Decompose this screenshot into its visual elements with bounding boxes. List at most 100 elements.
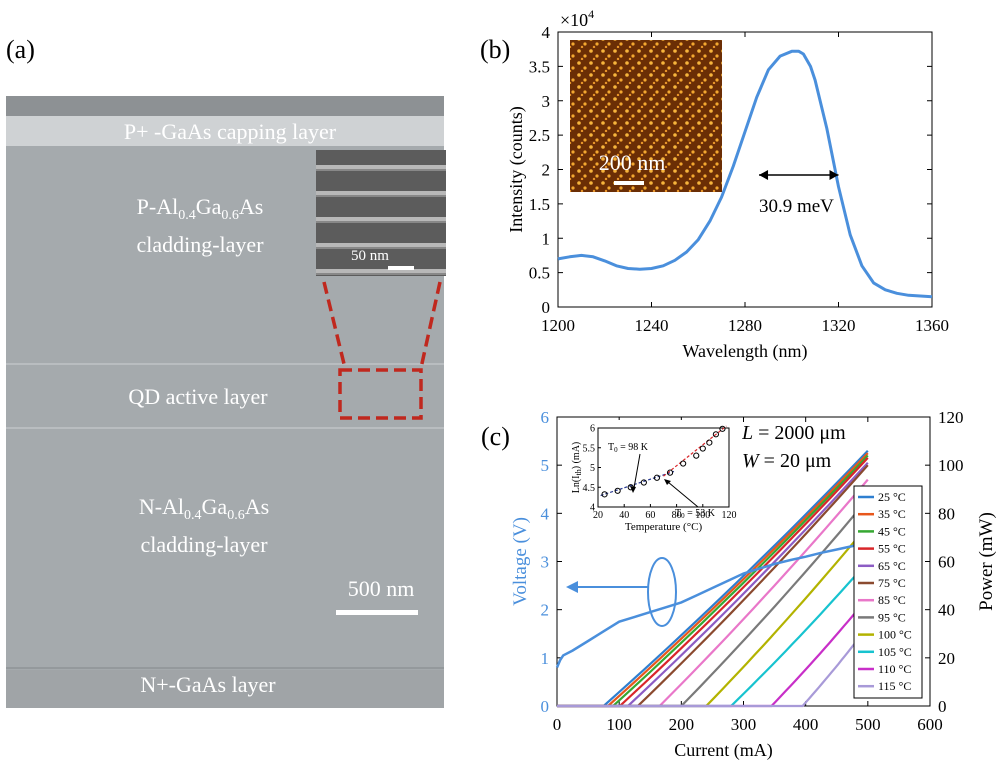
inset-fit-low: [600, 470, 675, 497]
inset-t0-low-label: T0 = 98 K: [608, 442, 649, 454]
annotation-width-val: = 20 μm: [759, 450, 832, 472]
inset-y-axis-label: Ln(Ith) (mA): [571, 442, 583, 494]
inset-y-tick-label: 6: [590, 424, 595, 435]
annotation-width: W = 20 μm: [742, 450, 832, 472]
inset-point: [712, 431, 720, 438]
inset-y-tick-label: 5: [590, 463, 595, 474]
y-axis-label: Intensity (counts): [506, 106, 527, 232]
legend-label: 110 °C: [878, 662, 911, 676]
layer-label-n-cladding-line2: cladding-layer: [140, 532, 268, 557]
voltage-arrowhead: [566, 581, 578, 593]
x-tick-label: 1240: [635, 316, 669, 335]
y-left-axis-label: Voltage (V): [510, 517, 531, 606]
y-tick-label: 0: [542, 298, 551, 317]
liv-chart: 0 100 200 300 400 500 600012345602040608010012…: [510, 408, 997, 761]
power-line: [557, 625, 869, 708]
power-line: [557, 454, 869, 708]
y-tick-label: 1: [542, 229, 551, 248]
x-tick-label: 1320: [822, 316, 856, 335]
zoom-box: [338, 368, 423, 420]
y-tick-label: 3.5: [529, 57, 550, 76]
inset-y-axis-label-sub: th: [574, 469, 583, 475]
voltage-ellipse: [647, 557, 677, 627]
sem-top-dark: [6, 96, 444, 116]
inset-x-tick-label: 120: [722, 510, 737, 521]
x-tick-label: 1200: [541, 316, 575, 335]
layer-label-p-cladding-line2: cladding-layer: [136, 232, 264, 257]
sem-image: P+ -GaAs capping layer P-Al0.4Ga0.6As cl…: [6, 96, 446, 708]
y-right-tick-label: 100: [938, 456, 964, 475]
inset-point: [680, 460, 687, 467]
power-line: [557, 464, 869, 708]
y-left-tick-label: 1: [541, 649, 550, 668]
y-right-tick-label: 80: [938, 504, 955, 523]
y-right-axis-label: Power (mW): [976, 512, 997, 611]
afm-scalebar: [614, 181, 644, 185]
x-tick-label: 200: [669, 715, 695, 734]
inset-t0-low-arrowhead: [630, 486, 636, 493]
fwhm-arrowhead-right: [829, 170, 839, 180]
x-tick-label: 400: [793, 715, 819, 734]
layer-label-n-cladding: N-Al0.4Ga0.6As: [139, 494, 269, 523]
power-line: [557, 478, 869, 708]
power-line: [557, 462, 869, 708]
zoom-line-left: [322, 281, 347, 369]
inset-point: [706, 439, 713, 446]
inset-point: [693, 452, 700, 459]
legend-label: 55 °C: [878, 542, 906, 556]
inset-x-tick-label: 60: [645, 510, 655, 521]
power-line: [557, 449, 869, 708]
y-right-tick-label: 120: [938, 408, 964, 427]
capping-band: [6, 116, 444, 146]
y-multiplier: ×104: [560, 7, 594, 30]
inset-point: [699, 445, 706, 452]
n-plus-band: [6, 670, 444, 708]
x-tick-label: 500: [855, 715, 881, 734]
inset-y-tick-label: 5.5: [583, 443, 596, 454]
legend-label: 95 °C: [878, 610, 906, 624]
power-line: [557, 457, 869, 708]
x-tick-label: 100: [606, 715, 632, 734]
y-tick-label: 1.5: [529, 195, 550, 214]
tem-scalebar-label: 50 nm: [351, 248, 389, 264]
inset-t0-high-arrowhead: [664, 479, 671, 485]
legend-label: 85 °C: [878, 593, 906, 607]
y-left-tick-label: 4: [541, 504, 550, 523]
inset-t0-high-arrow: [667, 481, 699, 508]
layer-label-p-cladding: P-Al0.4Ga0.6As: [137, 194, 264, 223]
power-line: [557, 452, 869, 708]
y-left-tick-label: 2: [541, 601, 550, 620]
inset-background: [572, 420, 742, 532]
y-right-tick-label: 0: [938, 697, 947, 716]
layer-label-qd: QD active layer: [128, 384, 268, 409]
y-left-tick-label: 0: [541, 697, 550, 716]
y-tick-label: 2: [542, 161, 551, 180]
inset-x-axis-label: Temperature (°C): [625, 521, 703, 533]
y-multiplier-exp: 4: [588, 7, 594, 21]
legend-label: 35 °C: [878, 507, 906, 521]
annotation-length-val: = 2000 μm: [753, 422, 846, 444]
inset-y-tick-label: 4: [590, 503, 595, 514]
spectrum-line: [557, 49, 933, 299]
inset-t0-high-val: = 53 K: [685, 508, 716, 519]
spectrum-chart: 1200 1240 1280 1320 1360 0 0.5 1 1.5 2 2.5 3 3.5 4 Wav…: [506, 7, 949, 362]
x-tick-label: 1280: [728, 316, 762, 335]
y-right-tick-label: 40: [938, 601, 955, 620]
fwhm-label: 30.9 meV: [759, 196, 834, 217]
legend-label: 100 °C: [878, 628, 912, 642]
x-tick-label: 1360: [915, 316, 949, 335]
inset-y-tick-label: 4.5: [583, 483, 596, 494]
legend-label: 65 °C: [878, 559, 906, 573]
inset-point: [601, 491, 608, 498]
inset-t0-low-arrow: [633, 453, 641, 489]
y-left-tick-label: 5: [541, 456, 550, 475]
y-tick-label: 0.5: [529, 264, 550, 283]
inset-x-tick-label: 40: [619, 510, 629, 521]
voltage-line: [555, 540, 869, 668]
afm-inset: [570, 40, 722, 192]
inset-t0-high-label: T0 = 53 K: [675, 508, 716, 520]
tem-inset: [316, 150, 446, 276]
layer-label-capping: P+ -GaAs capping layer: [124, 119, 337, 144]
inset-t0-low-val: = 98 K: [618, 442, 649, 453]
